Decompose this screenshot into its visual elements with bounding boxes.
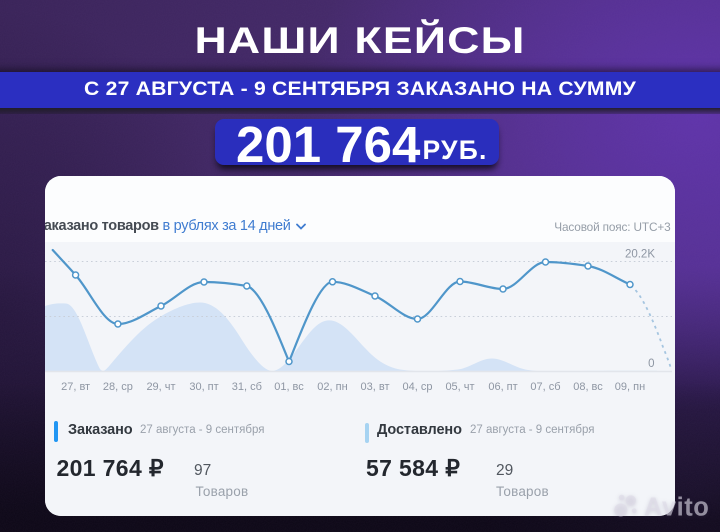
svg-text:09, пн: 09, пн [615,381,645,393]
svg-text:01, вс: 01, вс [274,381,304,393]
svg-text:06, пт: 06, пт [488,381,517,393]
svg-text:31, сб: 31, сб [232,381,262,393]
svg-text:05, чт: 05, чт [445,381,474,393]
svg-text:08, вс: 08, вс [573,381,603,393]
svg-text:27, вт: 27, вт [61,381,90,393]
svg-text:29, чт: 29, чт [146,381,175,393]
svg-text:28, ср: 28, ср [103,381,133,393]
svg-text:30, пт: 30, пт [189,381,218,393]
svg-text:04, ср: 04, ср [403,381,433,393]
svg-text:Avito: Avito [644,493,709,521]
svg-text:02, пн: 02, пн [317,381,347,393]
svg-text:20.2K: 20.2K [625,249,655,261]
svg-text:0: 0 [648,358,654,370]
svg-text:07, сб: 07, сб [530,381,560,393]
svg-text:03, вт: 03, вт [361,381,390,393]
